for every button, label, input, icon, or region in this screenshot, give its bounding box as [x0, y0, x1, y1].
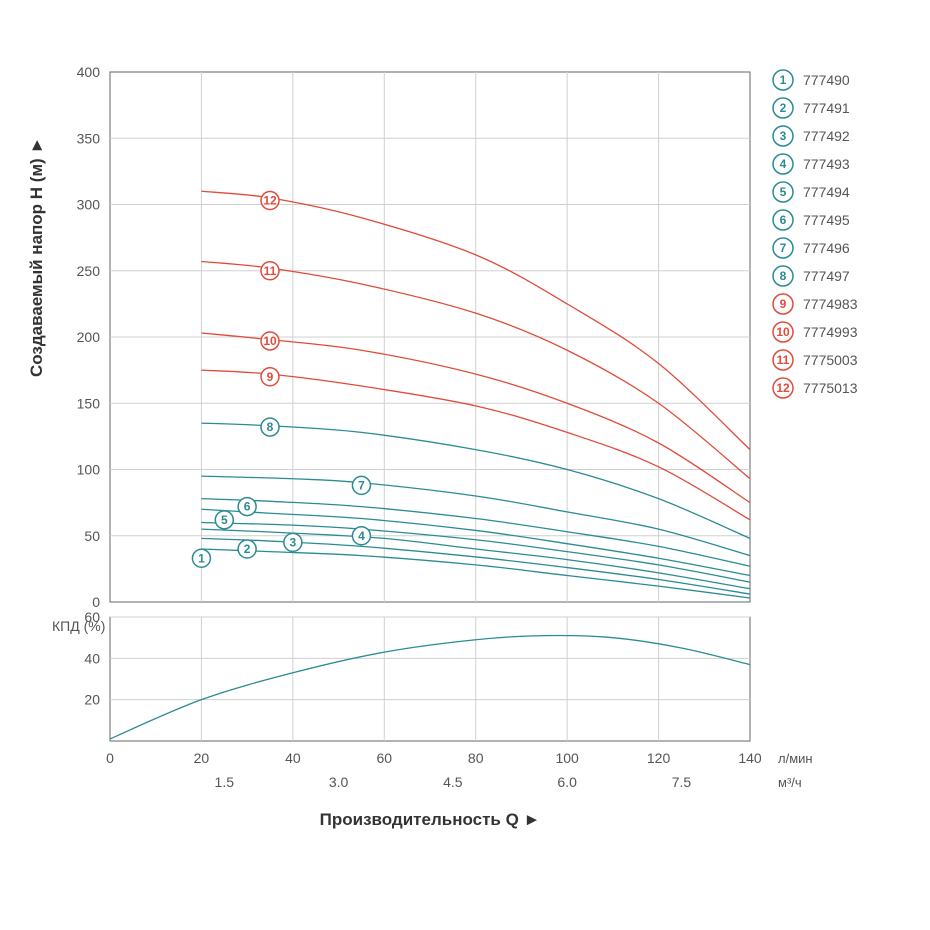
kpd-curve: [110, 635, 750, 738]
y-tick-label: 350: [77, 130, 101, 146]
y-tick-label: 250: [77, 263, 101, 279]
curve-badge-1: 1: [192, 549, 210, 567]
legend-label: 777494: [803, 184, 850, 200]
y-tick-label: 100: [77, 462, 101, 478]
x-tick-lmin: 80: [468, 750, 484, 766]
x-tick-lmin: 120: [647, 750, 671, 766]
y-axis-label: Создаваемый напор Н (м) ►: [27, 137, 46, 377]
legend-label: 7775013: [803, 380, 858, 396]
svg-text:12: 12: [776, 381, 790, 395]
kpd-chart-frame: [110, 617, 750, 741]
svg-text:5: 5: [221, 513, 228, 527]
x-tick-m3h: 6.0: [557, 774, 577, 790]
y-tick-label: 200: [77, 329, 101, 345]
svg-text:1: 1: [780, 73, 787, 87]
legend-label: 777493: [803, 156, 850, 172]
legend-label: 7774983: [803, 296, 858, 312]
kpd-y-tick: 20: [84, 692, 100, 708]
legend-item-3: 3 777492: [773, 126, 850, 146]
svg-text:10: 10: [263, 334, 277, 348]
svg-text:2: 2: [780, 101, 787, 115]
curve-badge-12: 12: [261, 192, 279, 210]
x-axis-label: Производительность Q ►: [320, 810, 541, 829]
svg-text:9: 9: [780, 297, 787, 311]
pump-performance-chart: 050100150200250300350400Создаваемый напо…: [0, 0, 930, 930]
legend-label: 777495: [803, 212, 850, 228]
svg-text:4: 4: [780, 157, 787, 171]
legend-item-12: 12 7775013: [773, 378, 858, 398]
svg-text:12: 12: [263, 194, 277, 208]
y-tick-label: 0: [92, 594, 100, 610]
y-tick-label: 400: [77, 64, 101, 80]
svg-text:11: 11: [264, 264, 277, 278]
unit-m3h: м³/ч: [778, 775, 802, 790]
x-tick-m3h: 1.5: [215, 774, 235, 790]
svg-text:9: 9: [267, 370, 274, 384]
legend-item-7: 7 777496: [773, 238, 850, 258]
legend-item-6: 6 777495: [773, 210, 850, 230]
svg-text:3: 3: [780, 129, 787, 143]
legend-label: 7775003: [803, 352, 858, 368]
svg-text:7: 7: [780, 241, 787, 255]
unit-lmin: л/мин: [778, 751, 813, 766]
x-tick-lmin: 20: [194, 750, 210, 766]
svg-text:8: 8: [267, 420, 274, 434]
legend-item-8: 8 777497: [773, 266, 850, 286]
legend-item-11: 11 7775003: [773, 350, 858, 370]
curve-badge-9: 9: [261, 368, 279, 386]
kpd-label: КПД (%): [52, 618, 105, 634]
curve-badge-2: 2: [238, 540, 256, 558]
svg-text:7: 7: [358, 478, 365, 492]
x-tick-m3h: 4.5: [443, 774, 463, 790]
x-tick-lmin: 0: [106, 750, 114, 766]
curve-badge-5: 5: [215, 511, 233, 529]
legend-item-9: 9 7774983: [773, 294, 858, 314]
x-tick-lmin: 140: [738, 750, 762, 766]
legend-label: 777490: [803, 72, 850, 88]
curve-badge-8: 8: [261, 418, 279, 436]
x-tick-m3h: 3.0: [329, 774, 349, 790]
y-tick-label: 150: [77, 395, 101, 411]
curve-badge-10: 10: [261, 332, 279, 350]
curve-badge-11: 11: [261, 262, 279, 280]
svg-text:8: 8: [780, 269, 787, 283]
legend-label: 777497: [803, 268, 850, 284]
svg-text:3: 3: [290, 535, 297, 549]
curve-badge-6: 6: [238, 498, 256, 516]
curve-badge-4: 4: [352, 527, 370, 545]
svg-text:6: 6: [780, 213, 787, 227]
svg-text:4: 4: [358, 529, 365, 543]
legend-item-10: 10 7774993: [773, 322, 858, 342]
legend-item-5: 5 777494: [773, 182, 850, 202]
legend-label: 777496: [803, 240, 850, 256]
legend-item-4: 4 777493: [773, 154, 850, 174]
legend-label: 777491: [803, 100, 850, 116]
svg-text:2: 2: [244, 542, 251, 556]
svg-text:1: 1: [198, 551, 205, 565]
y-tick-label: 50: [84, 528, 100, 544]
curve-badge-7: 7: [352, 476, 370, 494]
legend-item-1: 1 777490: [773, 70, 850, 90]
svg-text:10: 10: [776, 325, 790, 339]
x-tick-lmin: 40: [285, 750, 301, 766]
kpd-y-tick: 40: [84, 650, 100, 666]
legend-label: 777492: [803, 128, 850, 144]
x-tick-m3h: 7.5: [672, 774, 692, 790]
x-tick-lmin: 60: [376, 750, 392, 766]
legend-label: 7774993: [803, 324, 858, 340]
legend-item-2: 2 777491: [773, 98, 850, 118]
svg-text:11: 11: [777, 353, 790, 367]
x-tick-lmin: 100: [555, 750, 579, 766]
y-tick-label: 300: [77, 197, 101, 213]
svg-text:5: 5: [780, 185, 787, 199]
curve-badge-3: 3: [284, 533, 302, 551]
svg-text:6: 6: [244, 500, 251, 514]
